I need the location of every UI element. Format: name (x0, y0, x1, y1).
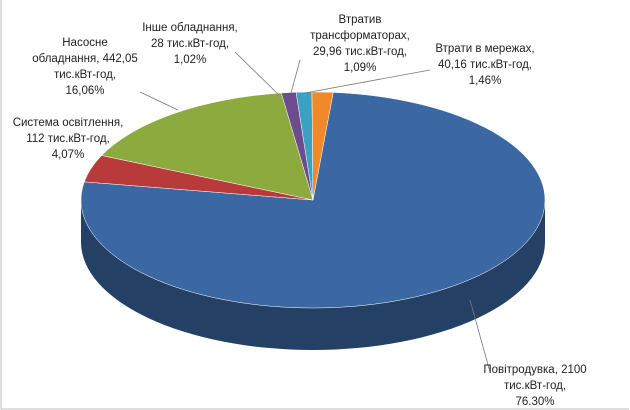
slice-side (81, 200, 545, 350)
leader-line (469, 299, 491, 373)
data-label: Повітродувка, 2100 тис.кВт-год, 76.30% (483, 364, 586, 408)
leader-line (234, 51, 280, 96)
data-label: Втрати в мережах, 40,16 тис.кВт-год, 1,46% (435, 43, 534, 87)
data-label: Насосне обладнання, 442,05 тис.кВт-год, 16,… (32, 37, 138, 97)
leader-line (139, 91, 179, 111)
leader-line (290, 59, 301, 94)
data-label: Система освітлення, 112 тис.кВт-год, 4,07% (13, 117, 124, 161)
leader-line (304, 69, 431, 94)
data-label: Інше обладнання, 28 тис.кВт-год, 1,02% (142, 22, 238, 66)
labels: Повітродувка, 2100 тис.кВт-год, 76.30% Сист… (13, 14, 587, 408)
slice (101, 92, 314, 201)
pie (80, 91, 546, 350)
data-label: Втратив трансформаторах, 29,96 тис.кВт-год… (310, 14, 410, 74)
